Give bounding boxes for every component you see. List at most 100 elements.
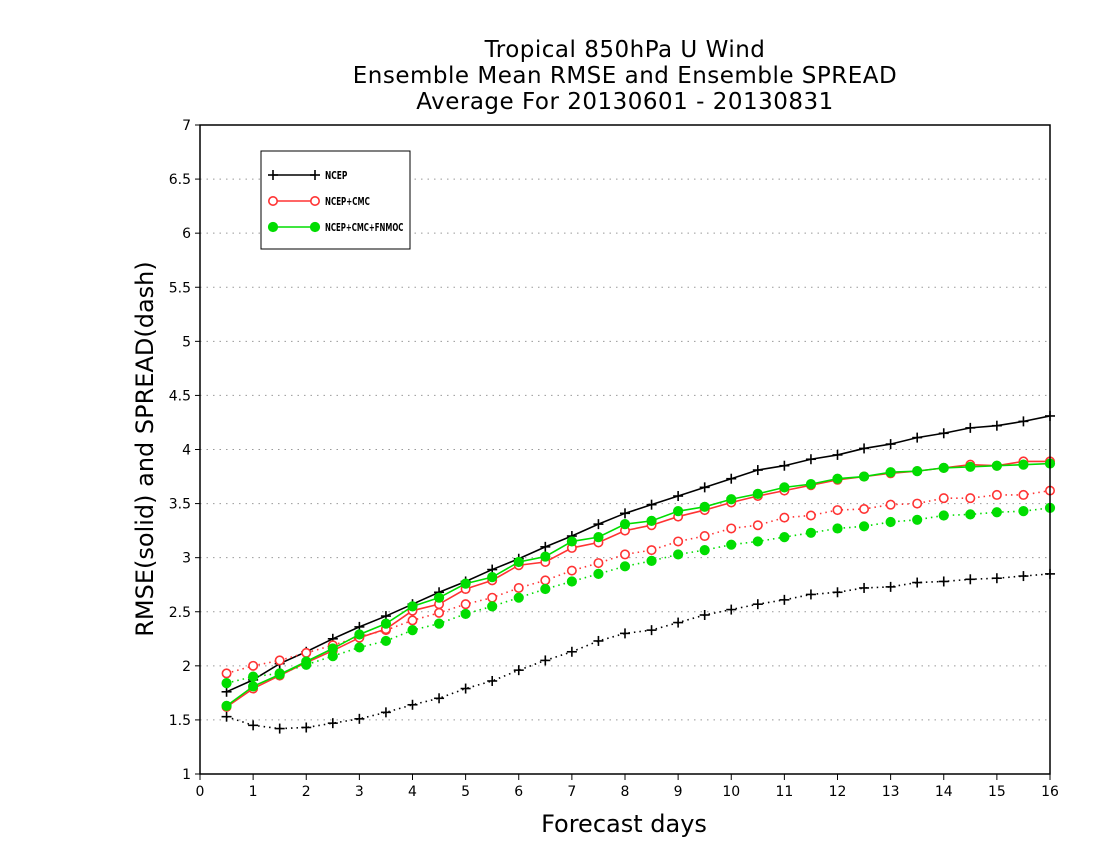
ncep-cmc-fnmoc-rmse-point	[912, 466, 923, 477]
ncep-cmc-fnmoc-rmse-point	[965, 461, 976, 472]
ncep-spread-point	[832, 587, 843, 598]
legend-label: NCEP+CMC+FNMOC	[325, 221, 403, 234]
ncep-rmse-point	[221, 686, 232, 697]
ncep-cmc-fnmoc-spread-point	[354, 642, 365, 653]
ncep-spread-point	[540, 655, 551, 666]
ncep-cmc-fnmoc-spread-point	[619, 561, 631, 572]
ncep-cmc-fnmoc-spread-point	[433, 618, 445, 629]
ncep-cmc-fnmoc-spread-point	[487, 601, 498, 612]
ncep-cmc-spread-point	[991, 489, 1002, 500]
ncep-rmse-point	[752, 465, 763, 476]
legend-marker	[268, 170, 278, 180]
ncep-rmse-point	[859, 443, 870, 454]
ncep-rmse-point	[779, 460, 790, 471]
ncep-spread-point	[938, 576, 949, 587]
ncep-spread-point	[805, 589, 816, 600]
ncep-cmc-fnmoc-rmse-point	[248, 681, 259, 692]
ncep-spread-point	[460, 683, 471, 694]
ncep-cmc-fnmoc-rmse-point	[460, 578, 471, 589]
ncep-spread-point	[221, 711, 232, 722]
y-tick-label: 2	[182, 659, 191, 675]
ncep-rmse-point	[965, 422, 976, 433]
ncep-rmse-point	[832, 449, 843, 460]
ncep-cmc-fnmoc-spread-point	[221, 678, 232, 689]
ncep-rmse-point	[593, 519, 604, 530]
ncep-rmse-point	[673, 491, 684, 502]
ncep-cmc-fnmoc-rmse-point	[779, 482, 790, 493]
ncep-cmc-fnmoc-rmse-point	[487, 572, 498, 583]
ncep-spread-point	[274, 723, 285, 734]
ncep-cmc-spread-point	[805, 510, 816, 521]
ncep-spread-point	[726, 604, 737, 615]
ncep-cmc-fnmoc-spread-point	[593, 568, 604, 579]
ncep-cmc-fnmoc-spread-point	[965, 509, 976, 520]
ncep-cmc-fnmoc-rmse-point	[566, 536, 577, 547]
ncep-cmc-spread-point	[726, 523, 737, 534]
axes: 11.522.533.544.555.566.570 1 2 3 4 5 6 7 8 9 10 11 1…	[169, 118, 1059, 800]
y-tick-label: 5	[182, 334, 191, 350]
legend-label: NCEP+CMC	[325, 195, 370, 208]
ncep-rmse-point	[699, 482, 710, 493]
ncep-cmc-fnmoc-spread-point	[566, 576, 577, 587]
ncep-cmc-spread-point	[779, 512, 790, 523]
ncep-cmc-fnmoc-rmse-point	[327, 643, 338, 654]
ncep-spread-point	[434, 693, 445, 704]
y-tick-label: 6	[182, 226, 191, 242]
ncep-cmc-fnmoc-spread-line	[226, 507, 1051, 684]
ncep-cmc-fnmoc-rmse-point	[301, 656, 312, 667]
ncep-cmc-fnmoc-rmse-point	[274, 669, 285, 680]
ncep-rmse-point	[885, 439, 896, 450]
ncep-rmse-point	[805, 454, 816, 465]
legend-label: NCEP	[325, 169, 347, 182]
ncep-cmc-fnmoc-rmse-point	[1018, 459, 1029, 470]
ncep-spread-point	[779, 594, 790, 605]
ncep-cmc-spread-point	[859, 503, 870, 514]
ncep-cmc-fnmoc-rmse-point	[407, 601, 418, 612]
y-tick-label: 7	[182, 118, 191, 134]
ncep-spread-point	[301, 722, 312, 733]
ncep-cmc-fnmoc-spread-point	[460, 608, 471, 620]
x-tick-label: 7	[567, 784, 576, 800]
legend-marker	[310, 170, 320, 180]
ncep-cmc-spread-point	[221, 668, 232, 679]
ncep-rmse-point	[620, 508, 630, 519]
ncep-spread-point	[566, 646, 577, 657]
legend-marker	[267, 196, 278, 207]
ncep-cmc-spread-point	[274, 655, 285, 666]
ncep-cmc-spread-point	[938, 493, 949, 504]
ncep-rmse-point	[1018, 416, 1029, 427]
ncep-cmc-fnmoc-rmse-point	[885, 467, 896, 478]
y-tick-label: 2.5	[169, 605, 191, 621]
x-tick-label: 16	[1041, 784, 1059, 800]
ncep-rmse-point	[912, 432, 923, 443]
ncep-spread-point	[752, 599, 763, 610]
ncep-cmc-spread-point	[407, 615, 418, 626]
y-tick-label: 1.5	[169, 713, 191, 729]
ncep-cmc-spread-point	[699, 531, 710, 542]
ncep-cmc-spread-point	[885, 499, 896, 510]
ncep-cmc-fnmoc-rmse-point	[805, 479, 817, 490]
ncep-cmc-fnmoc-rmse-point	[433, 592, 445, 603]
ncep-cmc-fnmoc-spread-point	[513, 592, 524, 603]
ncep-cmc-fnmoc-spread-point	[832, 523, 843, 534]
ncep-cmc-fnmoc-rmse-point	[832, 473, 843, 484]
ncep-spread-point	[513, 665, 524, 676]
ncep-cmc-spread-point	[965, 493, 976, 504]
ncep-spread-point	[407, 699, 418, 710]
ncep-spread-point	[248, 720, 259, 731]
x-tick-label: 1	[249, 784, 258, 800]
ncep-spread-point	[327, 718, 338, 729]
ncep-rmse-point	[938, 428, 949, 439]
ncep-rmse-point	[540, 541, 551, 552]
ncep-spread-point	[593, 635, 604, 646]
ncep-cmc-spread-point	[566, 565, 577, 576]
ncep-cmc-spread-point	[1018, 489, 1029, 500]
ncep-cmc-fnmoc-spread-point	[1018, 506, 1029, 517]
x-tick-label: 10	[722, 784, 740, 800]
ncep-cmc-spread-point	[540, 575, 551, 586]
ncep-cmc-fnmoc-spread-point	[991, 507, 1002, 518]
ncep-cmc-rmse-line	[226, 460, 1050, 708]
legend-marker	[309, 221, 321, 233]
ncep-cmc-fnmoc-spread-point	[726, 539, 737, 550]
